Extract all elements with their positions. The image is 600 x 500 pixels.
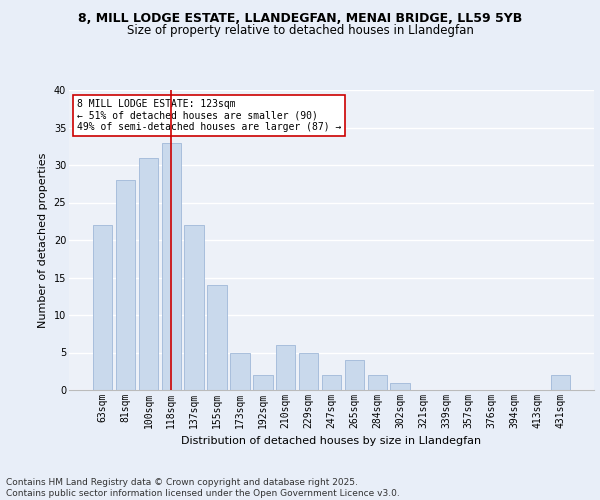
Text: Contains HM Land Registry data © Crown copyright and database right 2025.
Contai: Contains HM Land Registry data © Crown c… [6,478,400,498]
Bar [368,375,387,390]
Bar [184,225,204,390]
Bar [230,352,250,390]
Bar [299,352,319,390]
X-axis label: Distribution of detached houses by size in Llandegfan: Distribution of detached houses by size … [181,436,482,446]
Bar [253,375,272,390]
Bar [344,360,364,390]
Bar [93,225,112,390]
Text: 8, MILL LODGE ESTATE, LLANDEGFAN, MENAI BRIDGE, LL59 5YB: 8, MILL LODGE ESTATE, LLANDEGFAN, MENAI … [78,12,522,26]
Bar [322,375,341,390]
Text: Size of property relative to detached houses in Llandegfan: Size of property relative to detached ho… [127,24,473,37]
Text: 8 MILL LODGE ESTATE: 123sqm
← 51% of detached houses are smaller (90)
49% of sem: 8 MILL LODGE ESTATE: 123sqm ← 51% of det… [77,99,341,132]
Bar [391,382,410,390]
Bar [139,158,158,390]
Bar [276,345,295,390]
Y-axis label: Number of detached properties: Number of detached properties [38,152,48,328]
Bar [208,285,227,390]
Bar [116,180,135,390]
Bar [551,375,570,390]
Bar [161,142,181,390]
